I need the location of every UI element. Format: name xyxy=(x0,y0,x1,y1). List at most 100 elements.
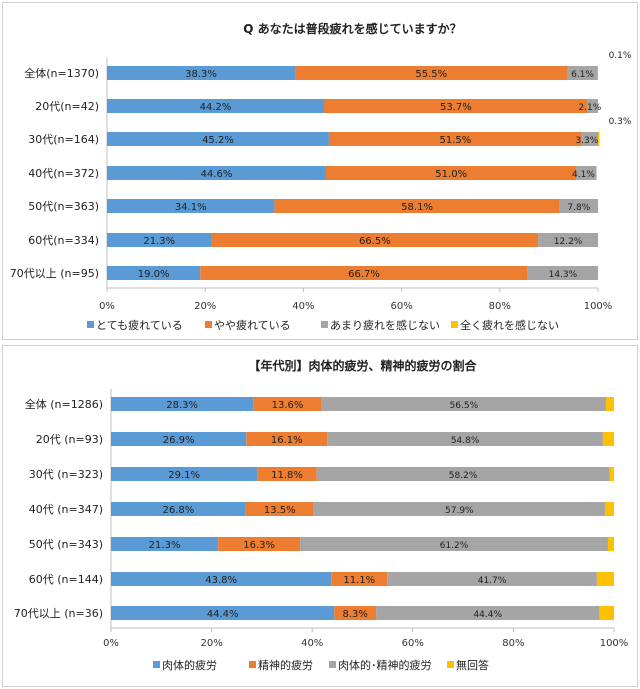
data-label: 4.1% xyxy=(572,170,595,180)
legend-label: 肉体的･精神的疲労 xyxy=(338,658,432,672)
data-label: 26.9% xyxy=(163,435,195,446)
bar-segment xyxy=(325,166,577,180)
legend-swatch xyxy=(249,661,256,668)
data-label: 21.3% xyxy=(143,236,175,247)
bar-segment xyxy=(107,233,212,247)
legend-label: あまり疲れを感じない xyxy=(330,318,440,332)
bar-segment xyxy=(295,66,568,80)
bar-segment xyxy=(107,99,325,113)
bar-segment xyxy=(313,502,605,516)
bar-segment xyxy=(111,432,247,446)
x-tick-label: 40% xyxy=(301,638,323,649)
data-label: 0.3% xyxy=(609,117,632,127)
legend-swatch xyxy=(321,321,328,328)
data-label: 14.3% xyxy=(549,270,578,280)
data-label: 44.4% xyxy=(473,610,502,620)
data-label: 12.2% xyxy=(554,237,583,247)
bar-segment xyxy=(211,233,539,247)
data-label: 61.2% xyxy=(440,541,469,551)
bar-segment xyxy=(107,266,201,280)
bar-segment xyxy=(245,502,314,516)
data-label: 0.1% xyxy=(609,51,632,61)
data-label: 44.2% xyxy=(200,102,232,113)
data-label: 21.3% xyxy=(149,540,181,551)
bar-segment xyxy=(581,132,598,146)
data-label: 58.1% xyxy=(401,202,433,213)
bar-segment xyxy=(300,537,608,551)
legend-label: とても疲れている xyxy=(96,318,183,332)
legend-label: 肉体的疲労 xyxy=(162,658,217,672)
bar-segment xyxy=(604,502,614,516)
legend-label: やや疲れている xyxy=(214,318,291,332)
x-tick-label: 80% xyxy=(502,638,524,649)
data-label: 13.6% xyxy=(272,400,304,411)
legend-swatch xyxy=(447,661,454,668)
bar-segment xyxy=(111,502,246,516)
data-label: 51.0% xyxy=(435,169,467,180)
chart-fatigue: Q あなたは普段疲れを感じていますか？ 0% 20% 40% 60% 80% 100% 全体(… xyxy=(10,21,632,332)
bar-segment xyxy=(107,66,296,80)
data-label: 6.1% xyxy=(571,70,594,80)
x-tick-label: 60% xyxy=(402,638,424,649)
bar-segment xyxy=(111,606,335,620)
bar-segment xyxy=(111,397,254,411)
category-label: 70代以上 (n=95) xyxy=(10,267,99,280)
data-label: 34.1% xyxy=(175,202,207,213)
category-label: 20代 (n=93) xyxy=(36,433,103,446)
category-label: 50代(n=363) xyxy=(28,200,99,213)
bar-segment xyxy=(567,66,598,80)
data-label: 55.5% xyxy=(415,69,447,80)
data-label: 28.3% xyxy=(166,400,198,411)
category-label: 40代 (n=347) xyxy=(29,503,103,516)
bar-segment xyxy=(376,606,600,620)
data-label: 19.0% xyxy=(138,269,170,280)
x-tick-label: 40% xyxy=(292,301,314,312)
bar-segment xyxy=(274,199,560,213)
chart-fatigue-type: 【年代別】肉体的疲労、精神的疲労の割合 0% 20% 40% 60% 80% 100% 全体 … xyxy=(14,358,629,672)
data-label: 66.5% xyxy=(359,236,391,247)
data-label: 38.3% xyxy=(185,69,217,80)
data-label: 16.1% xyxy=(271,435,303,446)
category-label: 50代 (n=343) xyxy=(29,538,103,551)
bar-segment xyxy=(246,432,328,446)
legend-label: 全く疲れを感じない xyxy=(460,318,559,332)
bar-segment xyxy=(111,537,219,551)
bar-segment xyxy=(218,537,301,551)
bar-segment xyxy=(576,166,597,180)
bar-segment xyxy=(328,132,582,146)
legend-swatch xyxy=(329,661,336,668)
data-label: 29.1% xyxy=(168,470,200,481)
bar-segment xyxy=(111,572,332,586)
bar-segment xyxy=(559,199,598,213)
data-label: 16.3% xyxy=(243,540,275,551)
bar-segment xyxy=(321,397,606,411)
bar-segment xyxy=(111,467,258,481)
category-label: 70代以上 (n=36) xyxy=(14,607,103,620)
bar-segment xyxy=(253,397,322,411)
data-label: 13.5% xyxy=(264,505,296,516)
bar-segment xyxy=(609,467,614,481)
data-label: 44.6% xyxy=(201,169,233,180)
x-tick-label: 80% xyxy=(489,301,511,312)
bar-segment xyxy=(324,99,588,113)
category-label: 60代 (n=144) xyxy=(29,573,103,586)
bar-segment xyxy=(538,233,598,247)
chart-panel-fatigue-type: 【年代別】肉体的疲労、精神的疲労の割合 0% 20% 40% 60% 80% 100% 全体 … xyxy=(2,345,638,687)
x-tick-label: 20% xyxy=(194,301,216,312)
bar-segment xyxy=(200,266,528,280)
data-label: 57.9% xyxy=(445,506,474,516)
x-tick-label: 100% xyxy=(600,638,629,649)
data-label: 44.4% xyxy=(207,609,239,620)
category-label: 全体 (n=1286) xyxy=(25,397,103,411)
bar-segment xyxy=(602,432,614,446)
bar-segment xyxy=(107,199,275,213)
bar-segment xyxy=(331,572,388,586)
data-label: 8.3% xyxy=(343,609,368,620)
chart-title: Q あなたは普段疲れを感じていますか？ xyxy=(243,21,461,36)
bar-segment xyxy=(316,467,610,481)
bar-segment xyxy=(607,537,614,551)
x-tick-label: 0% xyxy=(99,301,115,312)
bar-segment xyxy=(387,572,597,586)
bar-segment xyxy=(587,99,598,113)
data-label: 41.7% xyxy=(478,576,507,586)
